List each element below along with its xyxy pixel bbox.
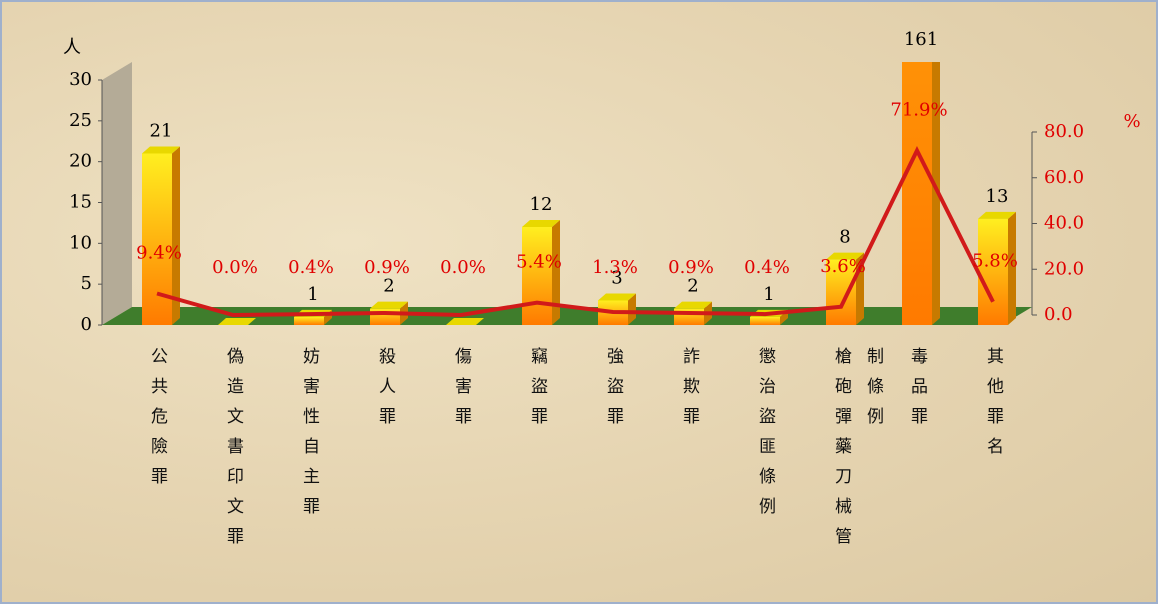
line-value-label: 5.4% xyxy=(516,252,562,273)
x-tick-label: 殺人罪 xyxy=(375,347,395,437)
x-tick-label: 妨害性自主罪 xyxy=(299,347,319,527)
bar-value-label: 8 xyxy=(839,227,850,248)
bar-top xyxy=(218,318,256,325)
y2-tick-label: 80.0 xyxy=(1044,121,1084,142)
x-tick-label: 強盜罪 xyxy=(603,347,623,437)
bar xyxy=(978,218,1008,325)
bar-value-label: 21 xyxy=(150,121,173,142)
x-tick-label: 傷害罪 xyxy=(451,347,471,437)
bar-side xyxy=(628,293,636,325)
bar-side xyxy=(172,146,180,325)
line-value-label: 0.4% xyxy=(744,257,790,278)
x-tick-label: 詐欺罪 xyxy=(679,347,699,437)
bar-value-label: 13 xyxy=(986,186,1009,207)
line-value-label: 0.4% xyxy=(288,257,334,278)
bar xyxy=(142,153,172,325)
y2-tick-label: 60.0 xyxy=(1044,167,1084,188)
line xyxy=(156,146,995,318)
bar-top xyxy=(522,220,560,227)
line-value-label: 0.9% xyxy=(668,257,714,278)
bar xyxy=(826,259,856,325)
x-tick-label: 竊盜罪 xyxy=(527,347,547,437)
line-value-label: 1.3% xyxy=(592,257,638,278)
bar-value-label: 3 xyxy=(611,268,622,289)
y2-tick-label: 40.0 xyxy=(1044,213,1084,234)
bar xyxy=(294,316,324,325)
bar xyxy=(750,316,780,325)
y-tick-label: 5 xyxy=(81,273,92,294)
x-tick-label: 公共危險罪 xyxy=(147,347,167,497)
line-value-label: 0.0% xyxy=(212,257,258,278)
bar-value-label: 1 xyxy=(307,284,318,305)
bar-value-label: 2 xyxy=(383,276,394,297)
line-value-label: 5.8% xyxy=(972,251,1018,272)
bar-value-label: 2 xyxy=(687,276,698,297)
line-value-label: 71.9% xyxy=(890,100,947,121)
y2-tick-label: 0.0 xyxy=(1044,304,1073,325)
line-value-label: 3.6% xyxy=(820,256,866,277)
x-tick-label: 槍砲彈藥刀械管制條例 xyxy=(831,347,883,557)
bar-top xyxy=(826,252,864,260)
y2-axis-label: % xyxy=(1123,111,1140,132)
back-wall xyxy=(102,62,132,325)
bar-value-label: 1 xyxy=(763,284,774,305)
x-tick-label: 毒品罪 xyxy=(907,347,927,437)
y-tick-label: 10 xyxy=(69,232,92,253)
bar xyxy=(902,62,932,326)
line-value-label: 0.0% xyxy=(440,257,486,278)
bar-top xyxy=(446,318,484,325)
y2-tick-label: 20.0 xyxy=(1044,258,1084,279)
y-tick-label: 25 xyxy=(69,110,92,131)
bar-value-label: 12 xyxy=(530,194,553,215)
bar-side xyxy=(932,62,940,325)
bar-side xyxy=(552,220,560,325)
bar-value-label: 161 xyxy=(904,29,938,50)
bar-side xyxy=(1008,211,1016,325)
x-tick-label: 其他罪名 xyxy=(983,347,1003,467)
bar-top xyxy=(142,146,180,154)
y-tick-label: 15 xyxy=(69,192,92,213)
y-axis-label: 人 xyxy=(63,37,81,58)
bar-top xyxy=(674,301,712,309)
bar-top xyxy=(370,301,408,309)
bar-top xyxy=(598,293,636,301)
line-value-label: 9.4% xyxy=(136,242,182,263)
y-tick-label: 20 xyxy=(69,151,92,172)
line-value-label: 0.9% xyxy=(364,257,410,278)
x-tick-label: 懲治盜匪條例 xyxy=(755,347,775,527)
bar xyxy=(522,227,552,325)
y-tick-label: 30 xyxy=(69,69,92,90)
x-tick-label: 偽造文書印文罪 xyxy=(223,347,243,557)
bar-top xyxy=(978,211,1016,219)
y-tick-label: 0 xyxy=(81,314,92,335)
